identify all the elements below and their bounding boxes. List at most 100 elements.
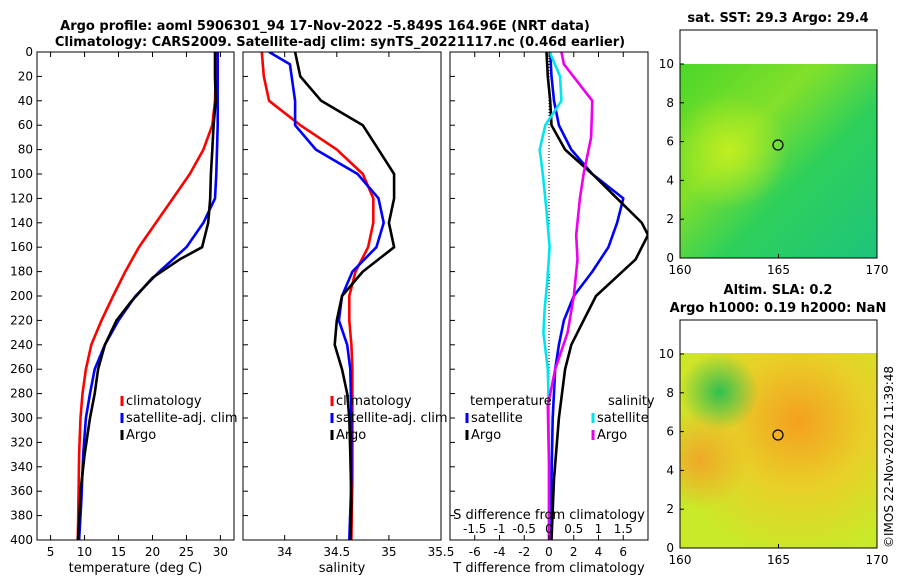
depth-tick-label: 160 xyxy=(10,240,33,254)
depth-tick-label: 20 xyxy=(18,69,33,83)
sla_map-xtick-label: 165 xyxy=(767,553,790,567)
depth-tick-label: 220 xyxy=(10,313,33,327)
salinity-diff-tick-label: -0.5 xyxy=(513,522,536,536)
differences-xtick-label: -2 xyxy=(518,545,530,559)
sla-map-title-line1: Altim. SLA: 0.2 xyxy=(724,283,833,298)
sla_map-xtick-label: 160 xyxy=(669,553,692,567)
temperature-xtick-label: 5 xyxy=(47,545,55,559)
legend-temperature-0: satellite xyxy=(471,411,523,426)
temperature-xtick-label: 15 xyxy=(111,545,126,559)
depth-tick-label: 400 xyxy=(10,533,33,547)
sla_map-ytick-label: 6 xyxy=(666,425,674,439)
sla_map-ytick-label: 0 xyxy=(666,541,674,555)
salinity-diff-tick-label: 1.5 xyxy=(614,522,633,536)
sst-no-data xyxy=(680,30,877,64)
sst-axes: 160 165 170 0 2 4 6 8 10 xyxy=(659,57,889,277)
depth-tick-label: 260 xyxy=(10,362,33,376)
temperature-legend-2: Argo xyxy=(126,428,156,443)
differences-xtick-label: -4 xyxy=(494,545,506,559)
depth-tick-label: 0 xyxy=(25,45,33,59)
depth-tick-label: 240 xyxy=(10,338,33,352)
temperature-series-climatology xyxy=(76,52,218,540)
depth-tick-label: 120 xyxy=(10,191,33,205)
differences-xtick-label: 0 xyxy=(545,545,553,559)
legend-salinity-title: salinity xyxy=(608,394,655,409)
differences-xlabel: T difference from climatology xyxy=(452,561,645,576)
depth-tick-label: 280 xyxy=(10,387,33,401)
salinity-xlabel: salinity xyxy=(319,561,366,576)
depth-tick-label: 60 xyxy=(18,118,33,132)
salinity-series-climatology xyxy=(260,52,375,540)
depth-tick-label: 380 xyxy=(10,509,33,523)
sst_map-ytick-label: 8 xyxy=(666,96,674,110)
differences-series-temperature-argo xyxy=(545,52,648,540)
temperature-xtick-label: 30 xyxy=(213,545,228,559)
sst_map-xtick-label: 165 xyxy=(767,263,790,277)
figure-title-line1: Argo profile: aoml 5906301_94 17-Nov-202… xyxy=(60,19,590,34)
sst-map xyxy=(679,29,878,259)
depth-tick-label: 40 xyxy=(18,94,33,108)
salinity-legend-1: satellite-adj. clim xyxy=(336,411,448,426)
legend-salinity-0: satellite xyxy=(597,411,649,426)
sla-map xyxy=(679,319,878,549)
sst_map-xtick-label: 170 xyxy=(866,263,889,277)
temperature-legend-0: climatology xyxy=(126,394,202,409)
salinity-diff-tick-label: 0 xyxy=(545,522,553,536)
depth-tick-label: 140 xyxy=(10,216,33,230)
differences-series-salinity-argo xyxy=(546,52,594,540)
temperature-legend-1: satellite-adj. clim xyxy=(126,411,238,426)
legend-temperature-1: Argo xyxy=(471,428,501,443)
sla-argo-marker xyxy=(772,429,784,441)
sla_map-xtick-label: 170 xyxy=(866,553,889,567)
salinity-diff-axis-label: S difference from climatology xyxy=(453,508,645,523)
sla_map-ytick-label: 2 xyxy=(666,502,674,516)
differences-xtick-label: 2 xyxy=(570,545,578,559)
sla-map-title-line2: Argo h1000: 0.19 h2000: NaN xyxy=(670,301,887,316)
sla-no-data xyxy=(680,320,877,353)
sla-axes: 160 165 170 0 2 4 6 8 10 xyxy=(659,347,889,567)
temperature-xtick-label: 20 xyxy=(145,545,160,559)
depth-tick-label: 200 xyxy=(10,289,33,303)
sst-argo-marker xyxy=(772,139,784,151)
depth-tick-label: 180 xyxy=(10,265,33,279)
sst-map-title: sat. SST: 29.3 Argo: 29.4 xyxy=(687,11,868,26)
sla-orange-patch xyxy=(680,353,877,548)
legend-temperature-title: temperature xyxy=(470,394,552,409)
salinity-legend-2: Argo xyxy=(336,428,366,443)
sst_map-ytick-label: 10 xyxy=(659,57,674,71)
depth-tick-label: 100 xyxy=(10,167,33,181)
temperature-series-argo xyxy=(76,52,217,540)
sst_map-ytick-label: 4 xyxy=(666,173,674,187)
salinity-xtick-label: 34 xyxy=(277,545,292,559)
difference-panel: -6 -4 -2 0 2 4 6 T difference from climatology t… xyxy=(449,51,655,576)
temperature-series-satellite-adj-clim xyxy=(77,52,219,540)
temperature-xtick-label: 10 xyxy=(77,545,92,559)
salinity-legend-0: climatology xyxy=(336,394,412,409)
salinity-series-satellite-adj-clim xyxy=(268,52,386,540)
imos-watermark: ©IMOS 22-Nov-2022 11:39:48 xyxy=(882,366,896,548)
salinity-diff-tick-label: 0.5 xyxy=(564,522,583,536)
sla_map-ytick-label: 10 xyxy=(659,347,674,361)
depth-tick-label: 340 xyxy=(10,460,33,474)
salinity-diff-tick-label: -1 xyxy=(494,522,506,536)
sst_map-xtick-label: 160 xyxy=(669,263,692,277)
depth-tick-label: 300 xyxy=(10,411,33,425)
salinity-xtick-label: 35 xyxy=(381,545,396,559)
depth-tick-label: 80 xyxy=(18,143,33,157)
sla_map-ytick-label: 8 xyxy=(666,386,674,400)
salinity-panel: 34 34.5 35 35.5 salinity climatology satellite… xyxy=(242,51,455,576)
temperature-xtick-label: 25 xyxy=(179,545,194,559)
salinity-diff-tick-label: -1.5 xyxy=(463,522,486,536)
differences-xtick-label: 4 xyxy=(595,545,603,559)
figure-title-line2: Climatology: CARS2009. Satellite-adj cli… xyxy=(55,35,625,50)
differences-xtick-label: 6 xyxy=(619,545,627,559)
differences-series-temperature-satellite xyxy=(548,52,625,540)
sla_map-ytick-label: 4 xyxy=(666,463,674,477)
differences-xtick-label: -6 xyxy=(469,545,481,559)
sst_map-ytick-label: 0 xyxy=(666,251,674,265)
sst_map-ytick-label: 6 xyxy=(666,135,674,149)
sst_map-ytick-label: 2 xyxy=(666,212,674,226)
salinity-xtick-label: 35.5 xyxy=(428,545,455,559)
legend-salinity-1: Argo xyxy=(597,428,627,443)
